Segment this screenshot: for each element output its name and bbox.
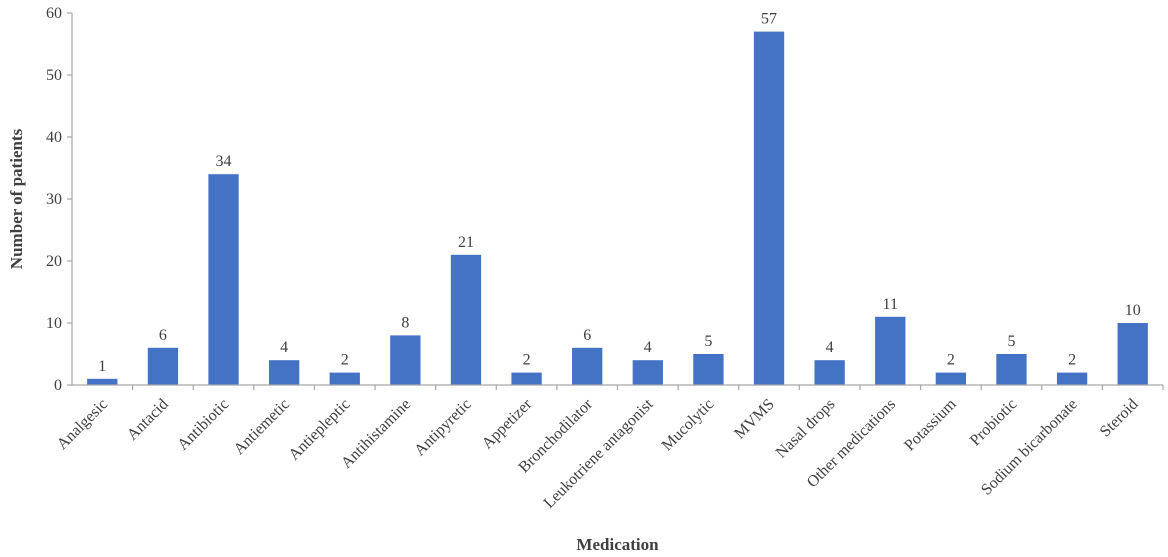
data-label: 21 [458,234,474,251]
data-label: 1 [98,358,106,375]
bar [450,254,482,385]
x-tick-label: Antiemetic [231,396,293,458]
bar [390,335,421,385]
y-tick-label: 20 [46,253,62,270]
y-tick-label: 10 [46,315,62,332]
y-tick-label: 60 [46,5,62,22]
x-tick-label: Antacid [124,396,172,444]
data-label: 4 [644,339,652,356]
x-tick-label: Nasal drops [773,396,839,462]
x-tick-label: Analgesic [54,396,111,453]
bar [87,378,118,385]
bar [572,347,603,385]
data-labels: 1 6 34 4 2 8 21 2 6 4 5 57 4 11 2 5 2 10 [98,11,1140,375]
data-label: 34 [216,153,232,170]
x-tick-label: Steroid [1097,396,1142,441]
data-label: 11 [883,296,898,313]
data-label: 5 [1007,333,1015,350]
data-label: 2 [341,352,349,369]
bar [511,372,542,385]
bar [935,372,967,385]
data-label: 57 [761,11,777,28]
bar [268,360,300,385]
y-tick-label: 50 [46,67,62,84]
bar [875,316,906,385]
y-tick-label: 40 [46,129,62,146]
y-axis-title: Number of patients [7,128,26,269]
x-tick-label: Antipyretic [411,396,475,460]
data-label: 2 [523,352,531,369]
x-tick-label: Leukotriene antagonist [541,395,657,511]
data-label: 6 [583,327,591,344]
data-label: 2 [947,352,955,369]
data-label: 4 [826,339,834,356]
x-tick-label: Probiotic [967,396,1021,450]
data-label: 6 [159,327,167,344]
bar [753,31,785,385]
x-axis-title: Medication [576,535,659,554]
bar [814,360,845,385]
bar [632,360,663,385]
bar [208,174,239,385]
bars [87,31,1148,385]
data-label: 4 [280,339,288,356]
x-tick-label: MVMS [731,396,778,443]
bar [329,372,360,385]
data-label: 8 [401,314,409,331]
data-label: 2 [1068,352,1076,369]
x-tick-label: Potassium [901,395,960,454]
bar [1056,372,1088,385]
x-tick-label: Antibiotic [174,396,232,454]
bar [693,354,724,385]
data-label: 5 [704,333,712,350]
bar [1117,323,1148,385]
x-tick-label: Appetizer [479,395,536,452]
bar [996,354,1027,385]
y-tick-label: 0 [54,377,62,394]
x-tick-label: Mucolytic [659,396,718,455]
y-tick-label: 30 [46,191,62,208]
bar [147,347,179,385]
y-axis: 0 10 20 30 40 50 60 [46,5,73,394]
data-label: 10 [1125,302,1141,319]
